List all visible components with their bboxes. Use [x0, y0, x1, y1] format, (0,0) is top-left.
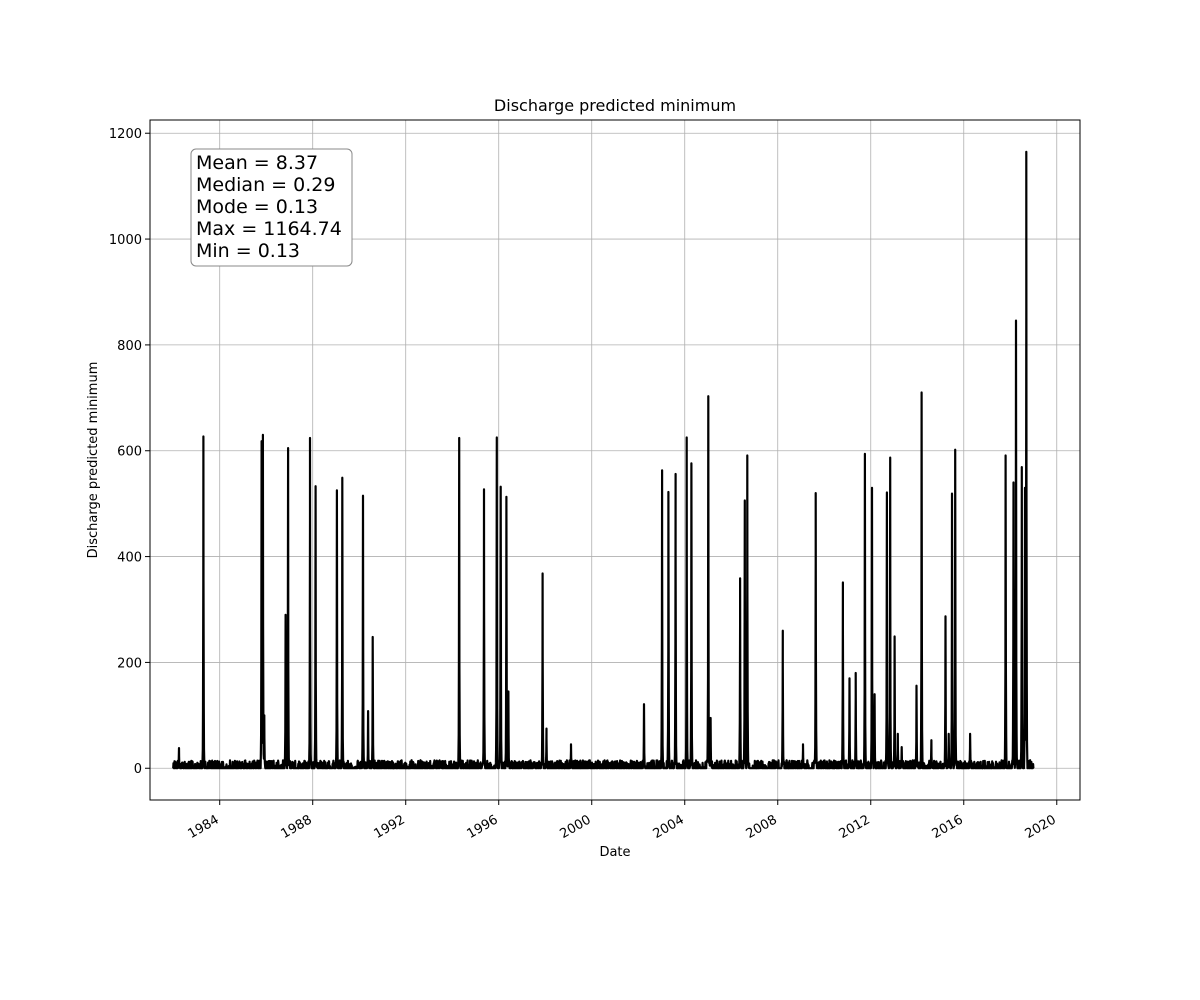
y-axis-label: Discharge predicted minimum [86, 362, 101, 559]
stats-box-frame [190, 148, 353, 267]
y-tick-label: 600 [117, 445, 142, 460]
stats-mean: Mean = 8.37 [196, 152, 318, 174]
discharge-series-line [172, 150, 1035, 770]
stats-max: Max = 1164.74 [196, 218, 342, 240]
chart-title: Discharge predicted minimum [494, 96, 736, 115]
stats-min: Min = 0.13 [196, 240, 300, 262]
series-area [172, 150, 1035, 770]
plot-frame [149, 119, 1081, 801]
y-tick-label: 400 [117, 551, 142, 566]
y-axis-ticks: 0 200 400 600 800 1000 1200 [109, 127, 150, 777]
y-tick-label: 1000 [109, 233, 142, 248]
y-tick-label: 200 [117, 656, 142, 671]
y-tick-label: 800 [117, 339, 142, 354]
y-tick-label: 0 [134, 762, 142, 777]
stats-median: Median = 0.29 [196, 174, 335, 196]
stats-box: Mean = 8.37 Median = 0.29 Mode = 0.13 Ma… [190, 148, 353, 267]
x-axis-label: Date [599, 845, 630, 860]
y-tick-label: 1200 [109, 127, 142, 142]
stats-mode: Mode = 0.13 [196, 196, 318, 218]
